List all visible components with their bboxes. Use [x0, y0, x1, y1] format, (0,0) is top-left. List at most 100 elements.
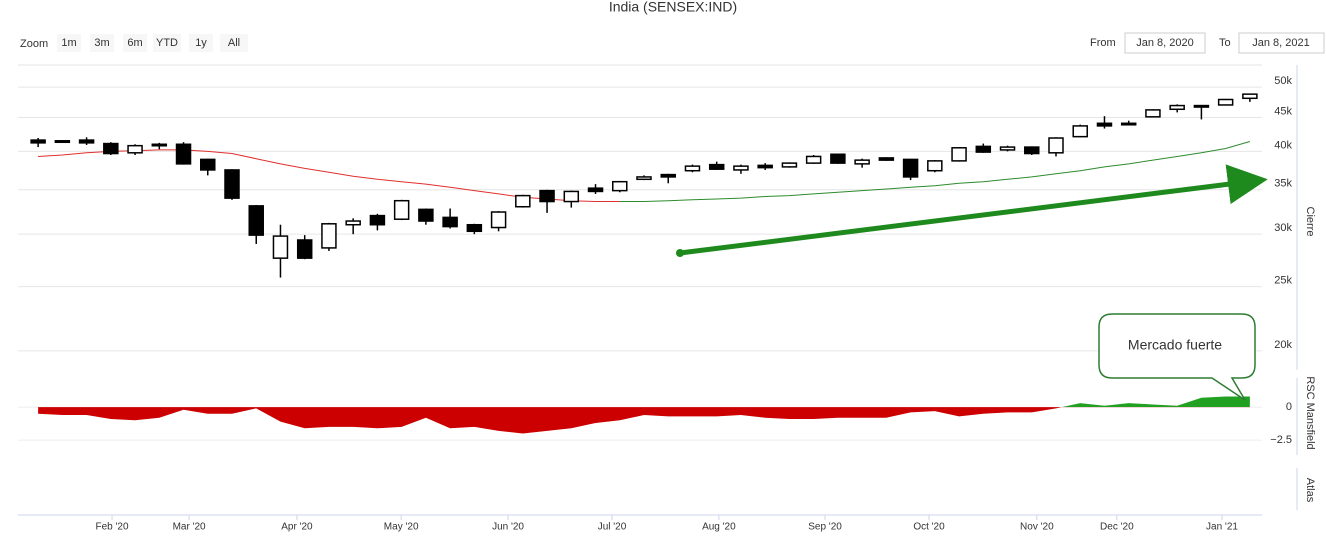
y-tick-label: 20k — [1274, 339, 1292, 351]
candle-body — [1242, 93, 1258, 100]
candle-body — [466, 223, 483, 233]
trend-arrow — [679, 164, 1268, 256]
candle-body — [1145, 109, 1161, 118]
arrow-start — [676, 249, 684, 257]
candle-body — [781, 162, 798, 168]
x-tick-label: Feb '20 — [96, 522, 129, 533]
candle-body — [830, 153, 846, 164]
candle-body — [1120, 122, 1137, 126]
candle-body — [1048, 137, 1064, 154]
zoom-button-label[interactable]: 1m — [61, 37, 76, 49]
x-tick-label: Jun '20 — [492, 522, 524, 533]
candle-body — [1169, 104, 1185, 111]
zoom-button[interactable] — [123, 34, 147, 52]
candle-body — [442, 216, 458, 228]
candle-body — [490, 211, 507, 229]
from-input[interactable] — [1124, 32, 1206, 54]
candle-body — [1072, 125, 1088, 138]
candle-body — [54, 140, 71, 144]
candle-body — [733, 165, 749, 171]
zoom-button[interactable] — [220, 34, 248, 52]
x-tick-label: Dec '20 — [1100, 522, 1134, 533]
candle-body — [587, 187, 604, 193]
x-tick-label: Mar '20 — [173, 522, 206, 533]
candle-body — [272, 235, 289, 259]
candle-body — [393, 199, 410, 220]
y-axis-title: Atlas — [1304, 478, 1316, 503]
zoom-button[interactable] — [90, 34, 114, 52]
moving-average — [38, 149, 620, 202]
candle-body — [878, 157, 895, 161]
zoom-button-label[interactable]: 6m — [127, 37, 142, 49]
to-date[interactable]: Jan 8, 2021 — [1252, 37, 1310, 49]
x-tick-label: Aug '20 — [702, 522, 736, 533]
y-tick-label: 40k — [1274, 139, 1292, 151]
zoom-buttons: 1m 3m 6m YTD 1y All — [57, 34, 248, 52]
x-tick-label: Oct '20 — [913, 522, 945, 533]
zoom-button[interactable] — [57, 34, 81, 52]
y-tick-label: 0 — [1286, 401, 1292, 413]
to-input[interactable] — [1238, 32, 1325, 54]
candle-body — [927, 160, 943, 172]
y-axis-title: RSC Mansfield — [1304, 376, 1316, 449]
y-tick-label: 50k — [1274, 75, 1292, 87]
y-tick-label: 35k — [1274, 178, 1292, 190]
candle-body — [1096, 122, 1113, 127]
x-tick-label: Apr '20 — [281, 522, 313, 533]
candle-body — [636, 176, 652, 181]
candle-body — [854, 159, 870, 165]
candle-body — [805, 155, 822, 164]
y-tick-label: 25k — [1274, 275, 1292, 287]
candle-body — [539, 189, 555, 203]
candle-body — [345, 220, 361, 226]
zoom-button-label[interactable]: All — [228, 37, 240, 49]
candle-body — [999, 146, 1016, 151]
y-tick-label: 45k — [1274, 105, 1292, 117]
x-tick-label: May '20 — [384, 522, 419, 533]
candle-body — [103, 142, 119, 155]
to-label: To — [1219, 37, 1231, 49]
zoom-label: Zoom — [20, 38, 48, 50]
candle-body — [515, 194, 531, 208]
from-date[interactable]: Jan 8, 2020 — [1136, 37, 1194, 49]
candle-body — [902, 158, 919, 178]
candle-body — [321, 223, 337, 249]
x-tick-label: Jul '20 — [598, 522, 627, 533]
zoom-button[interactable] — [153, 34, 181, 52]
x-tick-label: Jan '21 — [1206, 522, 1238, 533]
candle-body — [30, 139, 46, 144]
zoom-button[interactable] — [189, 34, 213, 52]
plot: 20k 25k 30k 35k 40k 45k 50k Cierre Feb '20 Mar '2… — [18, 75, 1316, 533]
rsc-area — [38, 396, 1250, 434]
zoom-button-label[interactable]: 1y — [195, 37, 207, 49]
candle-body — [1024, 146, 1040, 155]
zoom-button-label[interactable]: 3m — [94, 37, 109, 49]
candle-body — [708, 163, 725, 170]
annotation: Mercado fuerte — [1128, 337, 1222, 353]
candle-body — [78, 139, 95, 144]
candle-body — [369, 214, 386, 226]
moving-average — [619, 141, 1251, 202]
chart-title: India (SENSEX:IND) — [609, 0, 737, 15]
candle-body — [248, 205, 264, 236]
candle-body — [1193, 104, 1210, 108]
candle-body — [684, 165, 701, 172]
candle-body — [127, 144, 143, 154]
candle-body — [757, 164, 773, 169]
callout — [1098, 313, 1256, 401]
y-axis-title: Cierre — [1304, 207, 1316, 237]
candle-body — [418, 208, 434, 222]
candle-body — [660, 173, 676, 178]
y-tick-label: −2.5 — [1270, 434, 1292, 446]
candle-body — [224, 169, 240, 199]
candle-body — [951, 147, 967, 162]
zoom-button-label[interactable]: YTD — [156, 37, 178, 49]
y-tick-label: 30k — [1274, 222, 1292, 234]
from-label: From — [1090, 37, 1116, 49]
candle-body — [296, 239, 313, 259]
candle-body — [200, 158, 216, 171]
candle-body — [1217, 98, 1234, 106]
x-tick-label: Nov '20 — [1020, 522, 1054, 533]
x-tick-label: Sep '20 — [808, 522, 842, 533]
